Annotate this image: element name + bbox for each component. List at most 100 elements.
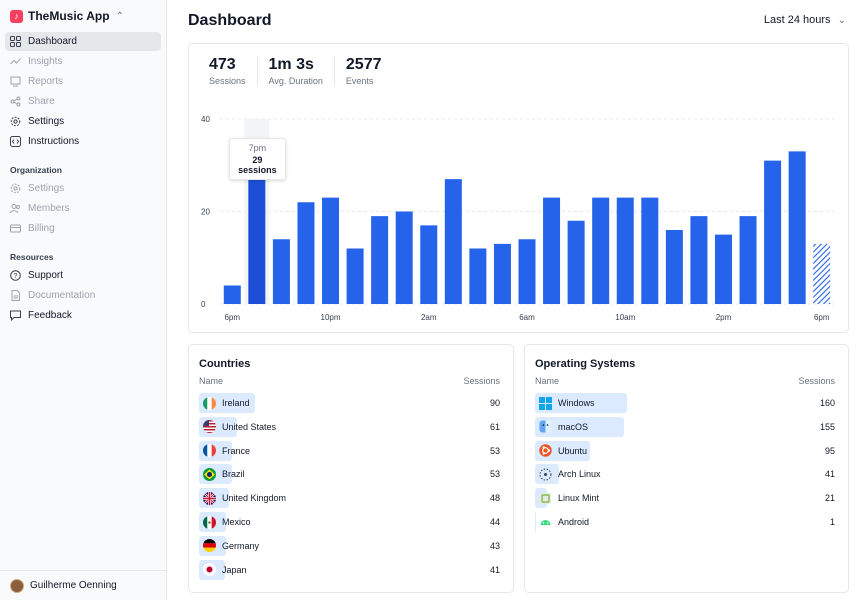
chart-bar[interactable]	[813, 243, 831, 304]
row-name: Ireland	[222, 398, 250, 408]
france-flag-icon	[203, 444, 216, 458]
chart-bar[interactable]	[764, 160, 782, 304]
stat-sessions: 473 Sessions	[199, 56, 258, 86]
row-name: Brazil	[222, 469, 245, 480]
row-value: 43	[489, 540, 500, 551]
avatar	[10, 578, 24, 593]
tooltip-time: 7pm	[248, 143, 267, 153]
session-share-bar	[535, 512, 536, 532]
sidebar-item-label: Settings	[28, 183, 65, 194]
sidebar-item-label: Reports	[28, 76, 64, 87]
germany-flag-icon	[203, 539, 216, 553]
row-value: 61	[489, 421, 500, 432]
sidebar-item-instructions[interactable]: Instructions	[5, 132, 161, 151]
sessions-bar-chart: 40 20 0 6pm 10pm 2am 6am 10am 2pm 6pm	[201, 115, 834, 322]
os-title: Operating Systems	[535, 358, 636, 370]
windows-icon	[539, 396, 552, 410]
chart-bar[interactable]	[248, 169, 266, 304]
list-item: United Kingdom 48	[199, 488, 500, 509]
y-tick-label: 40	[201, 115, 210, 124]
chart-tooltip: 7pm 29 sessions	[228, 138, 286, 180]
row-name: United Kingdom	[222, 493, 287, 504]
sidebar: ♪ TheMusic App ⌃ Dashboard Insights Report…	[0, 0, 167, 600]
chart-bar[interactable]	[788, 151, 806, 304]
sessions-chart-card: 473 Sessions 1m 3s Avg. Duration 2577 Events …	[188, 43, 849, 333]
sidebar-item-label: Dashboard	[28, 36, 77, 47]
japan-flag-icon	[203, 563, 216, 577]
row-name: France	[222, 445, 251, 456]
app-switcher[interactable]: ♪ TheMusic App ⌃	[0, 0, 166, 32]
chart-bar[interactable]	[518, 239, 536, 304]
sidebar-item-settings[interactable]: Settings	[5, 112, 161, 131]
chart-bar[interactable]	[371, 216, 389, 304]
list-item: Mexico 44	[199, 512, 500, 532]
sidebar-item-feedback[interactable]: Feedback	[5, 306, 161, 325]
stat-label: Events	[345, 76, 374, 86]
chart-bar[interactable]	[322, 197, 340, 304]
x-tick-label: 6am	[519, 313, 535, 322]
gear-icon	[10, 116, 21, 127]
card-icon	[10, 223, 21, 234]
chart-bar[interactable]	[346, 248, 364, 305]
row-name: macOS	[558, 421, 589, 432]
chart-bar[interactable]	[272, 239, 290, 304]
grid-icon	[10, 36, 21, 47]
chart-bar[interactable]	[223, 285, 241, 305]
music-note-icon: ♪	[10, 9, 23, 23]
x-tick-label: 2am	[421, 313, 437, 322]
list-item: France 53	[199, 440, 500, 461]
row-name: Japan	[222, 564, 247, 575]
chart-bar[interactable]	[714, 234, 732, 304]
resources-label: Resources	[10, 252, 54, 262]
stat-value: 1m 3s	[268, 56, 314, 73]
chart-bar[interactable]	[616, 197, 634, 304]
time-range-select[interactable]: Last 24 hours ⌄	[764, 14, 846, 26]
sidebar-item-insights: Insights	[5, 52, 161, 71]
arch-linux-icon	[539, 468, 552, 481]
list-item: Germany 43	[199, 535, 500, 556]
chart-bar[interactable]	[665, 230, 683, 304]
row-value: 90	[489, 398, 500, 408]
chart-bar[interactable]	[567, 220, 585, 304]
stat-avg-duration: 1m 3s Avg. Duration	[258, 56, 335, 86]
os-name-header: Name	[535, 376, 560, 386]
x-tick-label: 10pm	[321, 313, 341, 322]
main: Dashboard Last 24 hours ⌄ 473 Sessions 1m …	[167, 0, 856, 600]
chart-bar[interactable]	[469, 248, 487, 305]
chart-bar[interactable]	[420, 225, 438, 304]
macos-icon	[539, 420, 552, 433]
chart-bar[interactable]	[493, 243, 511, 304]
list-item: Arch Linux 41	[535, 464, 835, 485]
help-icon: ?	[10, 270, 21, 281]
chevron-updown-icon: ⌃	[115, 10, 124, 22]
sidebar-item-share: Share	[5, 92, 161, 111]
sidebar-item-support[interactable]: ? Support	[5, 266, 161, 285]
share-icon	[10, 96, 21, 107]
svg-text:?: ?	[14, 273, 18, 280]
sidebar-item-label: Insights	[28, 56, 63, 67]
tooltip-value: 29 sessions	[238, 155, 277, 175]
list-item: Japan 41	[199, 559, 500, 580]
list-item: macOS 155	[535, 416, 835, 437]
sidebar-item-label: Feedback	[28, 310, 72, 321]
sidebar-item-dashboard[interactable]: Dashboard	[5, 32, 161, 51]
chart-bar[interactable]	[543, 197, 561, 304]
chart-bar[interactable]	[395, 211, 413, 305]
chart-bar[interactable]	[641, 197, 659, 304]
ireland-flag-icon	[203, 396, 216, 410]
chart-bar[interactable]	[690, 216, 708, 304]
chart-bar[interactable]	[592, 197, 610, 304]
countries-sessions-header: Sessions	[463, 376, 500, 386]
user-menu[interactable]: Guilherme Oenning	[0, 570, 167, 600]
list-item: Windows 160	[535, 393, 835, 413]
chart-bar[interactable]	[739, 216, 757, 304]
user-name: Guilherme Oenning	[30, 580, 117, 591]
stats-row: 473 Sessions 1m 3s Avg. Duration 2577 Events	[199, 56, 393, 86]
chevron-down-icon: ⌄	[837, 15, 846, 26]
sidebar-item-org-members: Members	[5, 199, 161, 218]
chart-bar[interactable]	[444, 179, 462, 304]
list-item: United States 61	[199, 416, 500, 437]
stat-value: 473	[209, 56, 236, 73]
chart-bar[interactable]	[297, 202, 315, 304]
chat-icon	[10, 310, 21, 321]
